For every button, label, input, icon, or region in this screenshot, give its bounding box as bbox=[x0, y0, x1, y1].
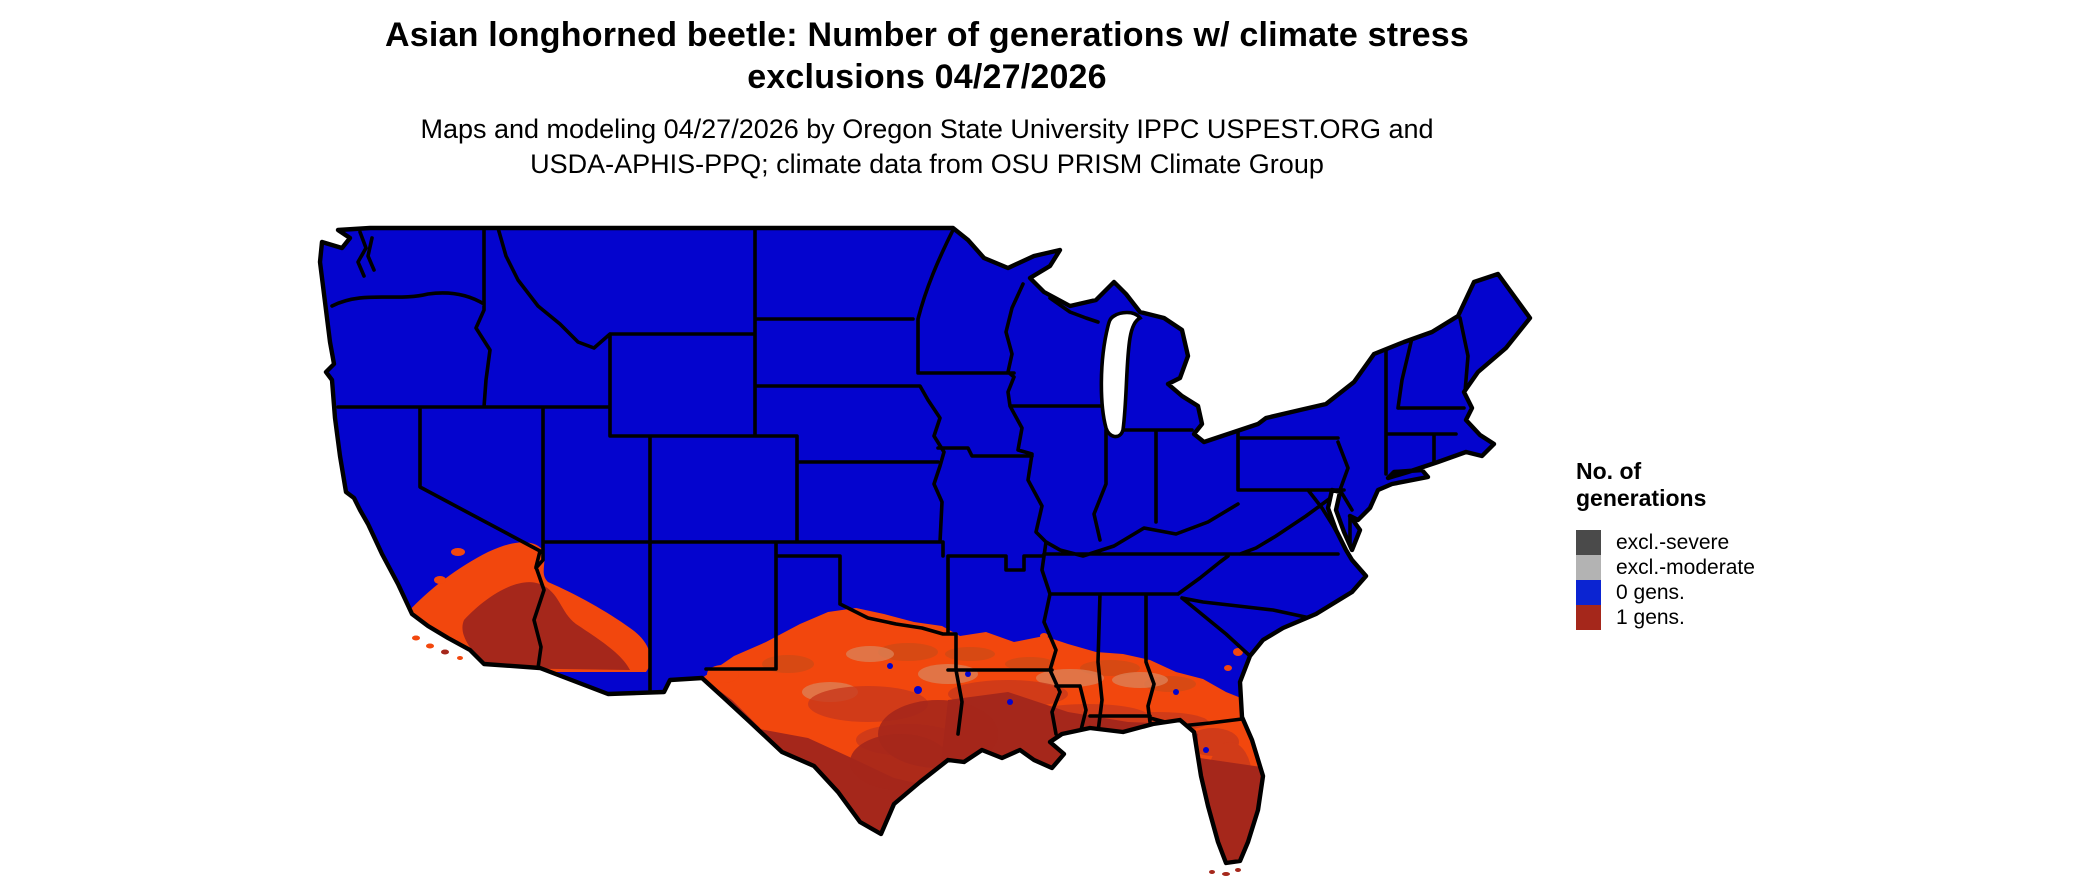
lake-michigan bbox=[1099, 310, 1143, 439]
blue-inliers bbox=[887, 663, 1209, 753]
header: Asian longhorned beetle: Number of gener… bbox=[0, 14, 1854, 182]
map-title: Asian longhorned beetle: Number of gener… bbox=[0, 14, 1854, 98]
us-map-svg bbox=[308, 222, 1533, 876]
map-subtitle: Maps and modeling 04/27/2026 by Oregon S… bbox=[0, 112, 1854, 182]
offshore-islands bbox=[412, 635, 1241, 876]
legend-item-excl-severe: excl.-severe bbox=[1576, 530, 1876, 555]
legend: No. of generations excl.-severe excl.-mo… bbox=[1576, 458, 1876, 630]
state-borders bbox=[330, 228, 1470, 736]
map-title-line2: exclusions 04/27/2026 bbox=[747, 58, 1107, 96]
legend-label-1-gens: 1 gens. bbox=[1616, 606, 1685, 629]
map-title-line1: Asian longhorned beetle: Number of gener… bbox=[384, 16, 1470, 54]
legend-item-1-gens: 1 gens. bbox=[1576, 605, 1876, 630]
orange-mottle bbox=[762, 643, 1196, 692]
legend-swatch-0-gens bbox=[1576, 580, 1601, 605]
legend-item-excl-moderate: excl.-moderate bbox=[1576, 555, 1876, 580]
legend-title: No. of generations bbox=[1576, 458, 1876, 512]
legend-title-line1: No. of bbox=[1576, 458, 1642, 484]
legend-swatch-excl-severe bbox=[1576, 530, 1601, 555]
us-generations-map bbox=[308, 222, 1533, 882]
legend-rows: excl.-severe excl.-moderate 0 gens. 1 ge… bbox=[1576, 530, 1876, 630]
legend-label-0-gens: 0 gens. bbox=[1616, 581, 1685, 604]
legend-label-excl-severe: excl.-severe bbox=[1616, 531, 1730, 554]
legend-swatch-excl-moderate bbox=[1576, 555, 1601, 580]
map-subtitle-line2: USDA-APHIS-PPQ; climate data from OSU PR… bbox=[530, 149, 1324, 179]
legend-swatch-1-gens bbox=[1576, 605, 1601, 630]
legend-title-line2: generations bbox=[1576, 485, 1707, 511]
legend-label-excl-moderate: excl.-moderate bbox=[1616, 556, 1755, 579]
legend-item-0-gens: 0 gens. bbox=[1576, 580, 1876, 605]
map-subtitle-line1: Maps and modeling 04/27/2026 by Oregon S… bbox=[420, 114, 1434, 144]
